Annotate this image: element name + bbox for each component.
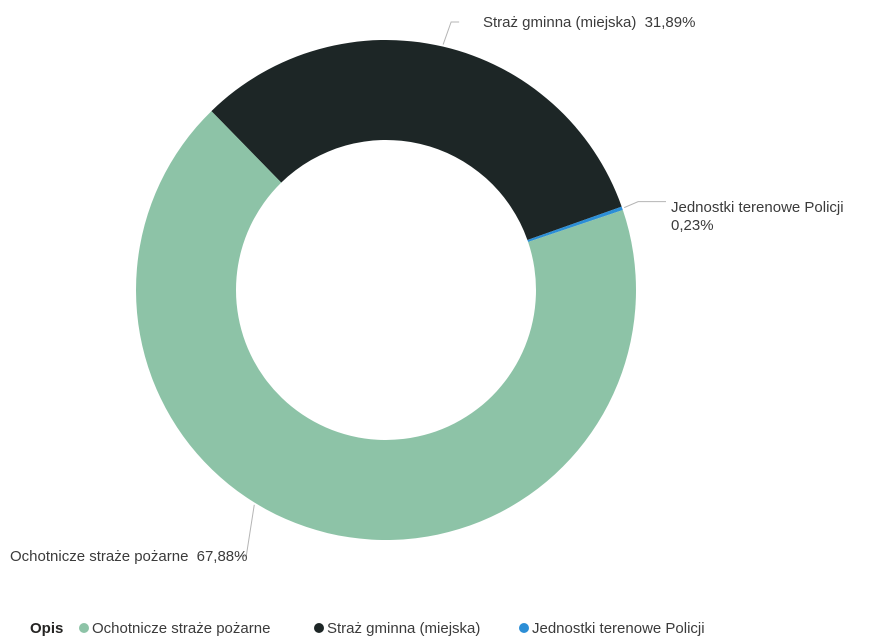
slice-straz-gminna[interactable] — [211, 39, 622, 240]
legend-marker-straz-gminna — [314, 623, 324, 633]
data-label-policja-value: 0,23% — [671, 217, 714, 234]
legend-item-policja[interactable]: Jednostki terenowe Policji — [532, 620, 705, 637]
legend-item-straz-gminna[interactable]: Straż gminna (miejska) — [327, 620, 480, 637]
slice-policja[interactable] — [527, 206, 623, 242]
legend-marker-ochotnicze — [79, 623, 89, 633]
data-label-straz-gminna-name: Straż gminna (miejska) — [483, 14, 636, 31]
data-label-ochotnicze-value: 67,88% — [197, 548, 248, 565]
legend-marker-policja — [519, 623, 529, 633]
data-label-ochotnicze-name: Ochotnicze straże pożarne — [10, 548, 188, 565]
donut-slices — [136, 39, 636, 541]
data-label-policja-name: Jednostki terenowe Policji — [671, 199, 844, 216]
leader-line-policja — [623, 201, 666, 209]
slice-ochotnicze[interactable] — [136, 111, 636, 541]
legend: Opis Ochotnicze straże pożarne Straż gmi… — [30, 620, 705, 637]
legend-title: Opis — [30, 620, 63, 637]
leader-lines — [238, 21, 666, 557]
leader-line-ochotnicze — [238, 504, 255, 557]
leader-line-straz-gminna — [442, 21, 460, 45]
legend-item-ochotnicze[interactable]: Ochotnicze straże pożarne — [92, 620, 270, 637]
data-label-ochotnicze: Ochotnicze straże pożarne 67,88% — [10, 548, 247, 565]
data-label-straz-gminna-value: 31,89% — [645, 14, 696, 31]
data-label-straz-gminna: Straż gminna (miejska) 31,89% — [483, 14, 695, 31]
